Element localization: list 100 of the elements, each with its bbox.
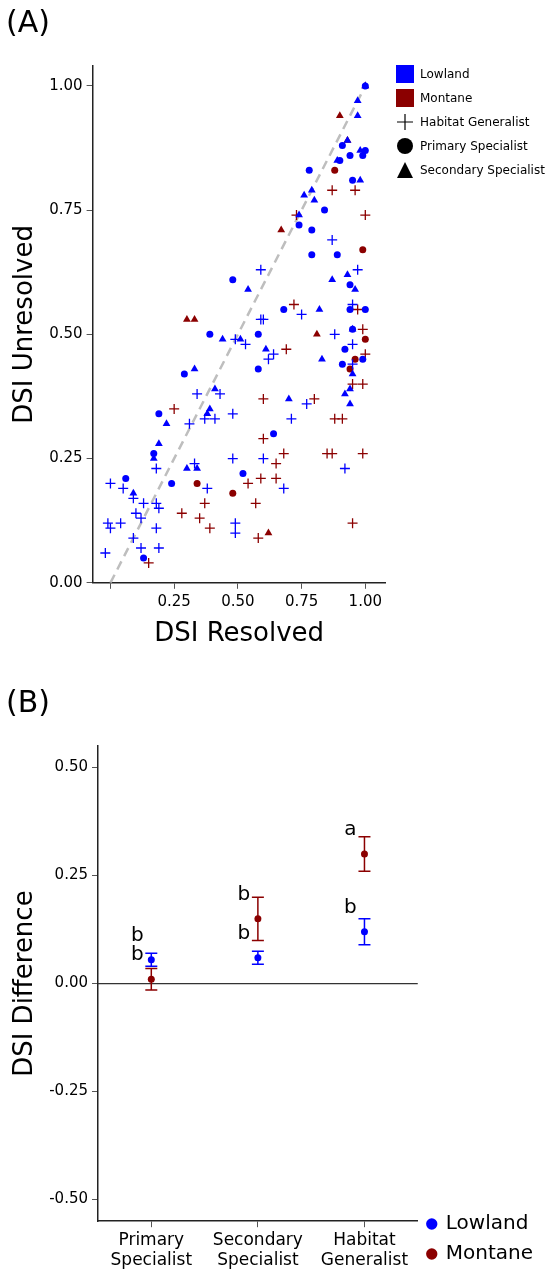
y-tick-label: 0.25 bbox=[49, 448, 83, 467]
annotation: a bbox=[344, 816, 357, 841]
y-tick-label: 0.00 bbox=[49, 572, 83, 591]
point bbox=[262, 353, 275, 365]
x-tick-label: Primary Specialist bbox=[110, 1228, 193, 1270]
point bbox=[346, 384, 354, 392]
point bbox=[229, 527, 241, 539]
point bbox=[205, 404, 214, 412]
y-axis-title: DSI Difference bbox=[8, 890, 39, 1077]
point bbox=[295, 210, 303, 218]
point bbox=[361, 335, 369, 343]
point bbox=[346, 358, 359, 370]
point bbox=[155, 410, 163, 418]
x-tick-label: 1.00 bbox=[348, 591, 383, 610]
x-axis-title: DSI Resolved bbox=[154, 617, 325, 648]
point bbox=[209, 413, 221, 425]
point bbox=[346, 151, 354, 159]
point bbox=[359, 355, 367, 363]
point bbox=[239, 469, 247, 477]
point bbox=[277, 225, 286, 233]
point bbox=[117, 482, 129, 495]
point bbox=[150, 462, 162, 475]
point bbox=[127, 532, 140, 544]
point bbox=[295, 221, 303, 229]
point bbox=[211, 384, 219, 392]
y-axis-title: DSI Unresolved bbox=[8, 225, 39, 424]
point bbox=[305, 166, 313, 174]
point bbox=[333, 251, 341, 259]
point bbox=[218, 334, 227, 342]
point bbox=[188, 457, 201, 470]
annotation: b bbox=[237, 881, 251, 905]
point bbox=[315, 304, 324, 312]
point bbox=[359, 151, 367, 159]
point bbox=[180, 370, 188, 378]
point bbox=[335, 111, 344, 118]
point bbox=[229, 489, 237, 497]
point bbox=[135, 542, 147, 554]
point bbox=[346, 305, 354, 313]
point bbox=[312, 329, 321, 337]
x-tick-label: 0.50 bbox=[221, 591, 255, 610]
point bbox=[114, 517, 127, 529]
point bbox=[301, 398, 313, 410]
point bbox=[229, 517, 241, 529]
point bbox=[341, 345, 349, 353]
point bbox=[99, 547, 111, 559]
point bbox=[254, 330, 262, 338]
point bbox=[104, 477, 117, 490]
y-tick-label: -0.25 bbox=[49, 1081, 89, 1100]
point bbox=[346, 338, 359, 350]
point bbox=[331, 166, 339, 174]
point bbox=[353, 96, 362, 104]
point bbox=[242, 477, 254, 490]
point bbox=[280, 343, 292, 355]
point bbox=[278, 447, 290, 460]
text: Secondary Specialist bbox=[420, 163, 545, 177]
legend-label: Montane bbox=[445, 1240, 533, 1265]
point bbox=[199, 497, 211, 509]
point bbox=[183, 314, 191, 322]
x-tick-label: 0.25 bbox=[157, 591, 191, 610]
point bbox=[329, 413, 341, 425]
point bbox=[176, 507, 188, 519]
point bbox=[308, 251, 316, 259]
point bbox=[280, 305, 288, 313]
y-tick-label: -0.50 bbox=[49, 1189, 89, 1208]
point bbox=[257, 393, 270, 405]
text: Lowland bbox=[420, 67, 470, 81]
point bbox=[193, 464, 201, 471]
point bbox=[348, 369, 357, 377]
point bbox=[201, 482, 213, 495]
point bbox=[359, 246, 367, 254]
point bbox=[257, 452, 270, 465]
point bbox=[239, 338, 252, 350]
point bbox=[206, 330, 214, 338]
point bbox=[295, 308, 308, 321]
point bbox=[278, 482, 290, 495]
point bbox=[356, 175, 365, 183]
chart-title: (B) bbox=[6, 683, 50, 719]
point bbox=[244, 285, 252, 292]
point bbox=[150, 450, 158, 458]
point bbox=[351, 355, 359, 363]
point bbox=[204, 522, 216, 534]
point bbox=[321, 206, 329, 214]
point bbox=[329, 328, 341, 340]
y-tick-label: 0.25 bbox=[54, 865, 89, 884]
point bbox=[349, 184, 361, 196]
point bbox=[346, 378, 359, 390]
point bbox=[250, 497, 262, 509]
point bbox=[227, 408, 239, 420]
point bbox=[339, 462, 351, 475]
point bbox=[193, 512, 206, 524]
point bbox=[183, 418, 196, 430]
point bbox=[183, 464, 191, 471]
point bbox=[361, 305, 369, 313]
point bbox=[270, 472, 282, 485]
point bbox=[168, 403, 180, 415]
point bbox=[190, 364, 199, 372]
point bbox=[193, 479, 201, 487]
point bbox=[150, 522, 162, 534]
point bbox=[326, 184, 338, 196]
point bbox=[326, 234, 338, 246]
